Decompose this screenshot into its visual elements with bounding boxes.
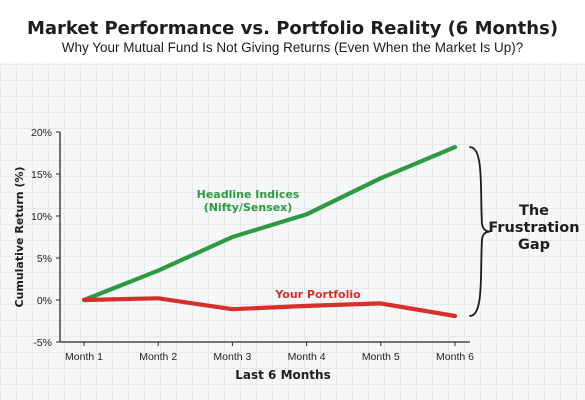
headline-indices-line [81, 145, 458, 303]
frustration-gap-label: The Frustration Gap [488, 203, 580, 254]
y-tick-label: 0% [37, 295, 52, 307]
gap-label-line-3: Gap [517, 237, 551, 253]
chart-title: Market Performance vs. Portfolio Reality… [26, 18, 559, 39]
gap-label-line-2: Frustration [488, 220, 580, 236]
title-band [0, 0, 585, 62]
x-tick-label: Month 1 [65, 351, 103, 363]
chart-subtitle: Why Your Mutual Fund Is Not Giving Retur… [61, 40, 524, 55]
x-tick-label: Month 3 [213, 351, 251, 363]
headline-indices-label-line-1: Headline Indices [197, 188, 300, 201]
gap-label-line-1: The [518, 203, 550, 219]
headline-indices-label-line-2: (Nifty/Sensex) [204, 201, 293, 214]
y-tick-label: 20% [31, 127, 52, 139]
your-portfolio-line [81, 296, 458, 319]
y-tick-label: 5% [37, 253, 52, 265]
x-tick-label: Month 4 [288, 351, 326, 363]
y-tick-label: 10% [31, 211, 52, 223]
x-tick-label: Month 2 [139, 351, 177, 363]
y-axis-title: Cumulative Return (%) [13, 166, 26, 307]
x-axis-title: Last 6 Months [235, 368, 330, 382]
your-portfolio-label: Your Portfolio [274, 288, 361, 301]
x-tick-label: Month 5 [362, 351, 400, 363]
x-tick-label: Month 6 [436, 351, 474, 363]
y-tick-label: 15% [31, 169, 52, 181]
gap-bracket [469, 146, 491, 317]
y-tick-label: -5% [33, 337, 52, 349]
